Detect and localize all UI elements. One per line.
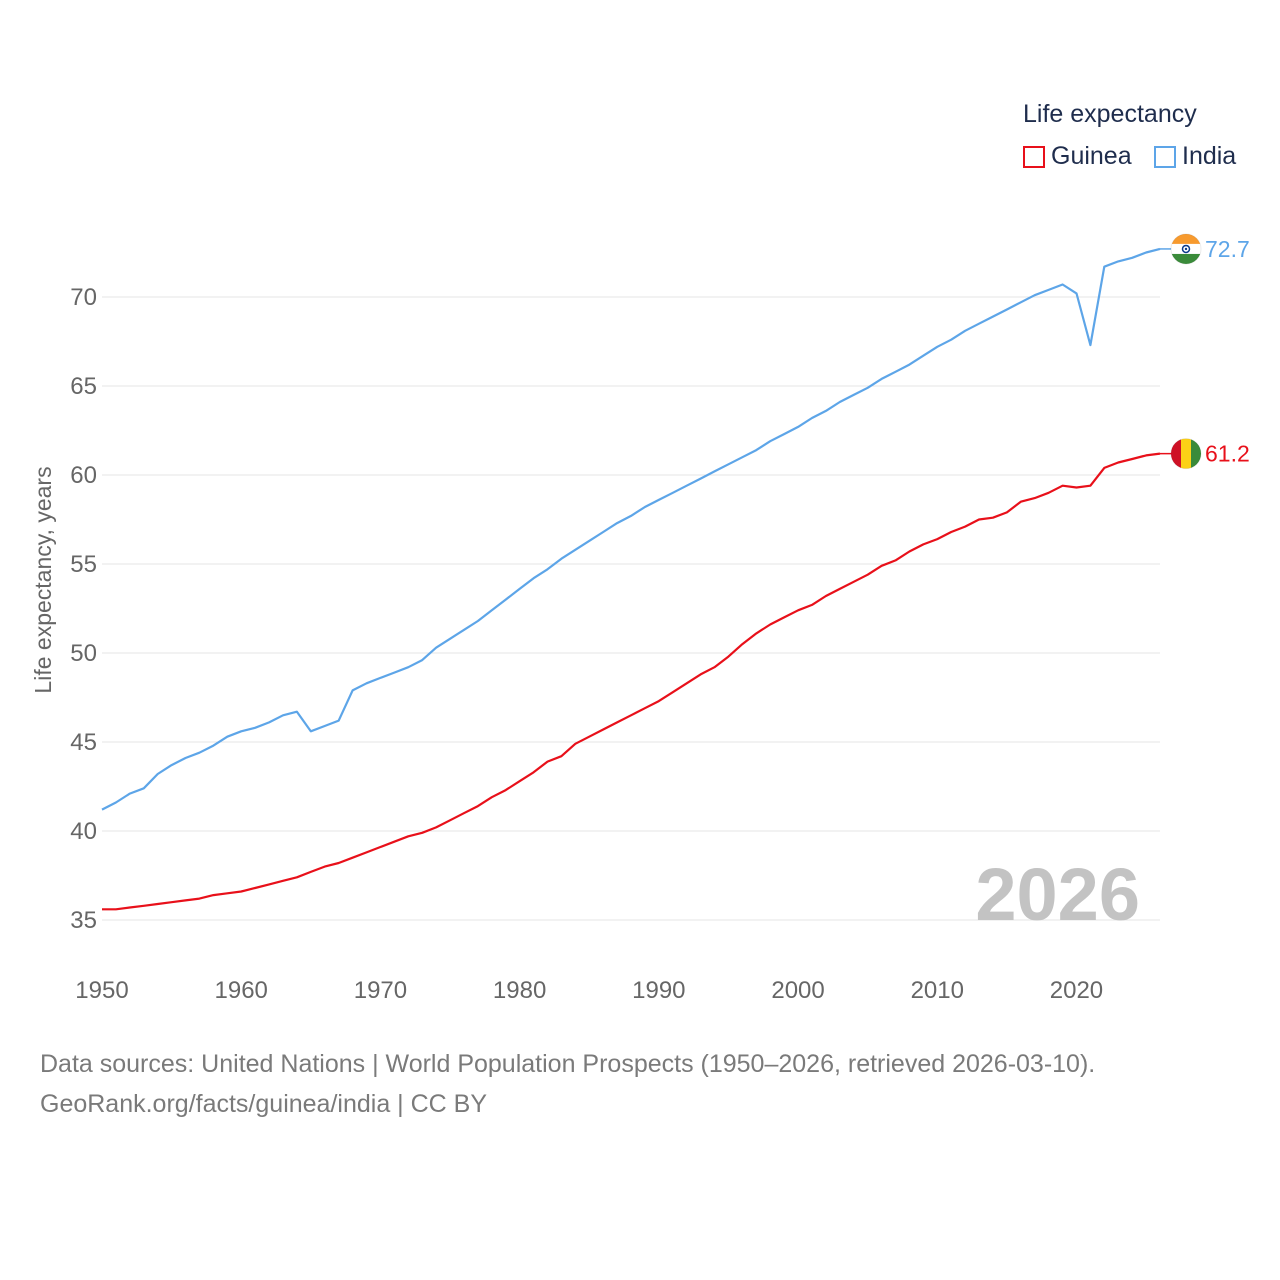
x-tick-label: 1990	[632, 977, 685, 1004]
legend-label-guinea: Guinea	[1051, 142, 1132, 170]
y-tick-label: 70	[70, 284, 97, 311]
series-line-guinea	[102, 452, 1161, 911]
y-tick-label: 60	[70, 462, 97, 489]
flag-icon-india	[1170, 233, 1202, 265]
x-tick-label: 1980	[493, 977, 546, 1004]
flag-icon-guinea	[1170, 438, 1202, 470]
series-line-india	[101, 247, 1161, 811]
credit-link[interactable]: GeoRank.org/facts/guinea/india | CC BY	[40, 1090, 488, 1118]
legend-swatch-india	[1154, 145, 1176, 168]
legend-item-india[interactable]: India	[1154, 142, 1236, 171]
year-watermark: 2026	[975, 853, 1140, 936]
x-tick-label: 1950	[75, 977, 128, 1004]
gridlines	[102, 296, 1160, 921]
y-tick-label: 55	[70, 551, 97, 578]
x-tick-label: 2010	[911, 977, 964, 1004]
x-tick-label: 1970	[354, 977, 407, 1004]
series-end-markers: 61.2 72.7	[1160, 233, 1250, 470]
end-value-label-india: 72.7	[1205, 236, 1250, 262]
data-sources-text: Data sources: United Nations | World Pop…	[40, 1050, 1096, 1078]
x-axis-ticks: 1950 1960 1970 1980 1990 2000 2010 2020	[75, 977, 1103, 1004]
legend-label-india: India	[1182, 142, 1237, 170]
legend-swatch-guinea	[1023, 145, 1045, 168]
y-tick-label: 65	[70, 373, 97, 400]
x-tick-label: 2000	[771, 977, 824, 1004]
y-tick-label: 35	[70, 907, 97, 934]
y-axis-ticks: 35 40 45 50 55 60 65 70	[70, 284, 97, 934]
series-lines	[101, 247, 1161, 911]
end-value-label-guinea: 61.2	[1205, 441, 1250, 467]
y-axis-label: Life expectancy, years	[30, 466, 56, 693]
y-tick-label: 50	[70, 640, 97, 667]
footer: Data sources: United Nations | World Pop…	[40, 1044, 1095, 1124]
y-tick-label: 45	[70, 729, 97, 756]
legend-title: Life expectancy	[1023, 100, 1197, 128]
legend-item-guinea[interactable]: Guinea	[1023, 142, 1132, 171]
y-tick-label: 40	[70, 818, 97, 845]
x-tick-label: 1960	[215, 977, 268, 1004]
x-tick-label: 2020	[1050, 977, 1103, 1004]
